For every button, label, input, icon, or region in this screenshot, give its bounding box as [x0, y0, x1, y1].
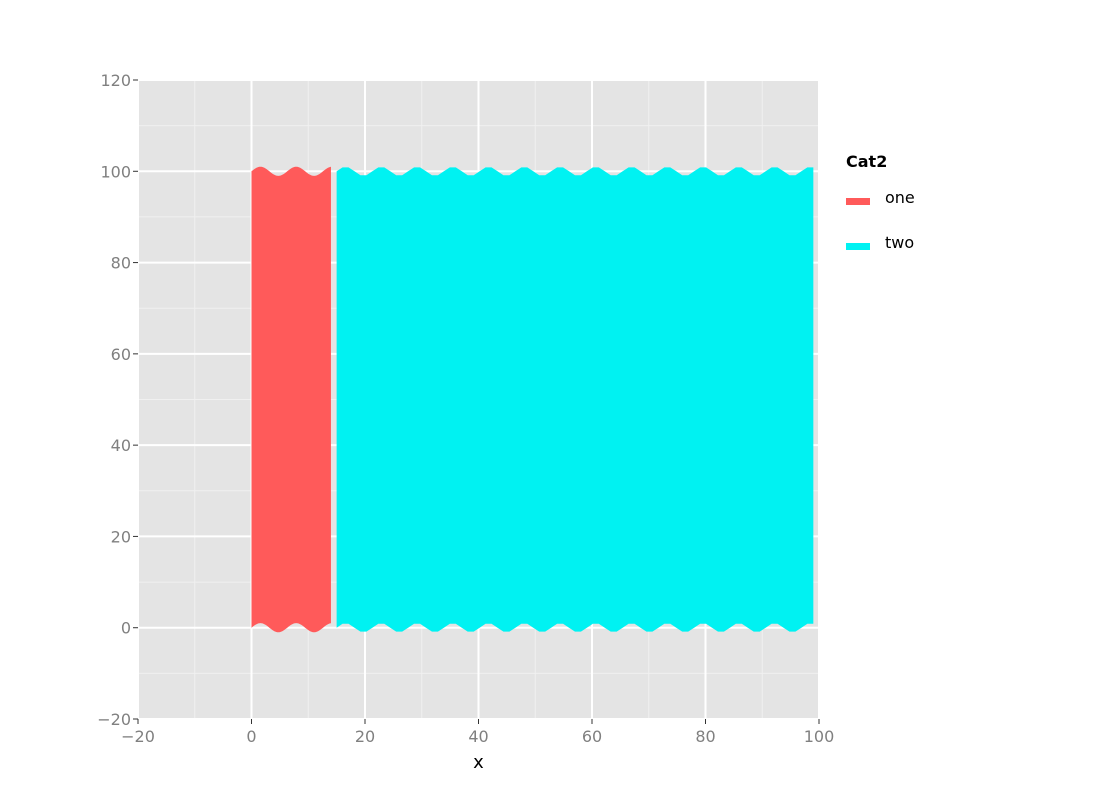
y-tick-label: 0: [121, 619, 131, 638]
series-layer: [251, 166, 814, 633]
legend-title: Cat2: [846, 152, 887, 171]
x-axis-title: x: [473, 752, 484, 773]
y-axis: −20 0 20 40 60 80 100 120: [97, 71, 138, 729]
x-tick-label: 40: [468, 727, 488, 746]
x-tick-label: 80: [695, 727, 715, 746]
y-tick-label: 120: [100, 71, 131, 90]
y-tick-label: 40: [111, 436, 131, 455]
legend-swatch-two: [846, 243, 870, 250]
y-tick-label: 20: [111, 527, 131, 546]
legend-swatch-one: [846, 198, 870, 205]
legend: Cat2 one two: [846, 152, 915, 252]
y-tick-label: −20: [97, 710, 131, 729]
x-tick-label: 0: [246, 727, 256, 746]
legend-label-one: one: [885, 188, 915, 207]
x-axis: −20 0 20 40 60 80 100: [121, 719, 834, 746]
legend-label-two: two: [885, 233, 914, 252]
y-tick-label: 80: [111, 254, 131, 273]
x-tick-label: 20: [355, 727, 375, 746]
x-tick-label: 60: [582, 727, 602, 746]
y-tick-label: 60: [111, 345, 131, 364]
x-tick-label: 100: [804, 727, 835, 746]
x-tick-label: −20: [121, 727, 155, 746]
series-area-two: [336, 167, 814, 632]
y-tick-label: 100: [100, 162, 131, 181]
series-area-one: [251, 166, 331, 633]
